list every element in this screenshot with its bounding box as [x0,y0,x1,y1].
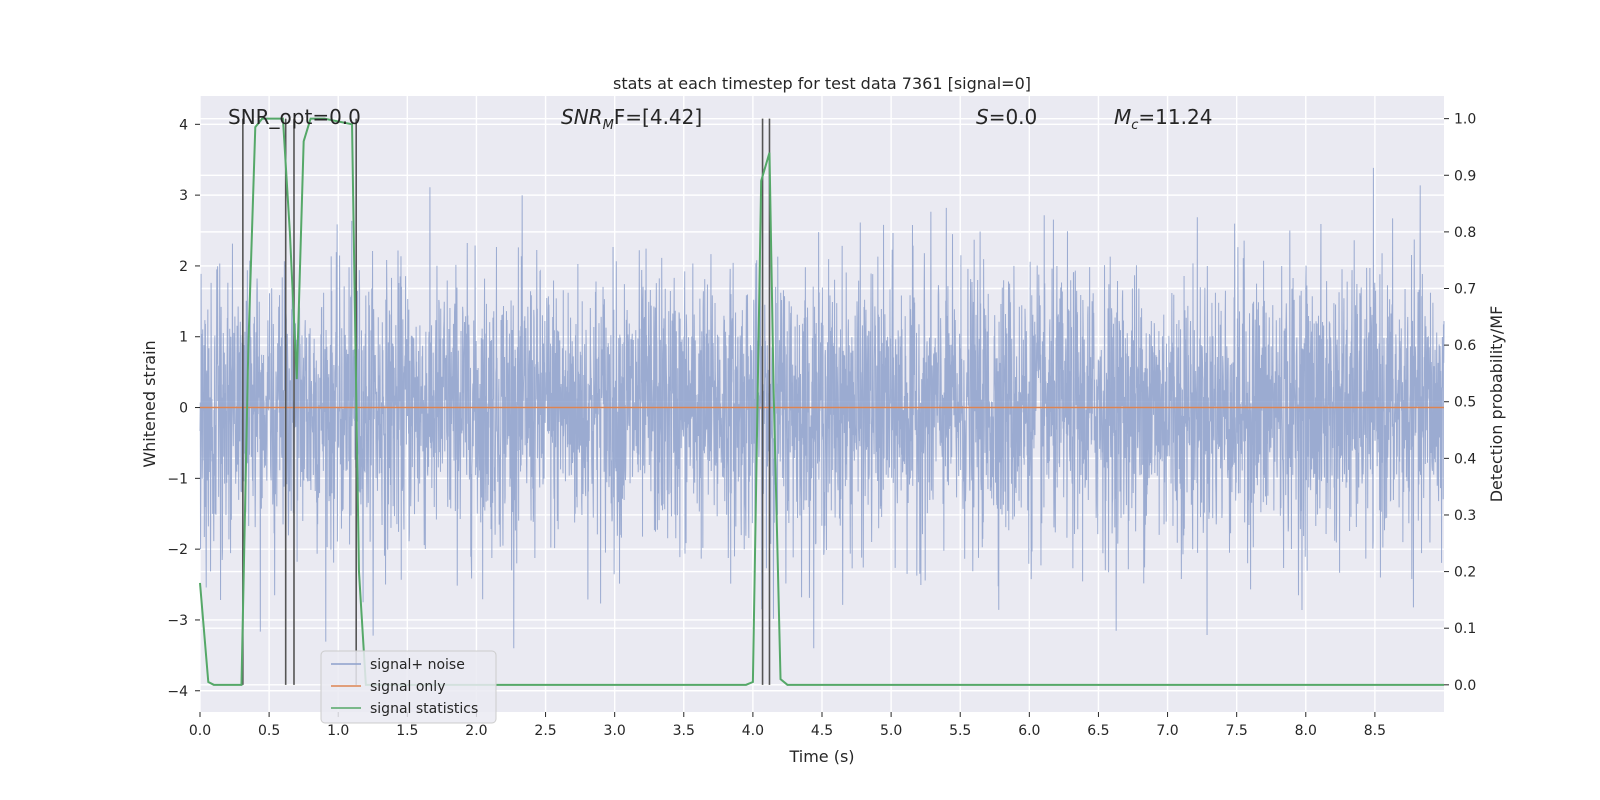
y-tick-label-8: 4 [179,117,188,133]
annotation-s: S=0.0 [976,105,1037,129]
y-right-tick-label-5: 0.5 [1454,395,1476,411]
x-tick-label-17: 8.5 [1364,723,1386,739]
mc-value: =11.24 [1138,105,1212,129]
x-tick-label-0: 0.0 [189,723,211,739]
y-right-tick-labels: 0.0 0.1 0.2 0.3 0.4 0.5 0.6 0.7 0.8 0.9 1.0 [1444,112,1476,694]
y-right-tick-label-6: 0.6 [1454,338,1476,354]
y-tick-label-7: 3 [179,188,188,204]
legend-box [320,650,497,724]
x-tick-label-4: 2.0 [465,723,487,739]
s-symbol: S [976,105,989,129]
x-tick-label-13: 6.5 [1087,723,1109,739]
x-axis-label: Time (s) [788,747,854,766]
x-tick-label-6: 3.0 [604,723,626,739]
x-tick-label-10: 5.0 [880,723,902,739]
legend: signal+ noise signal only signal statist… [320,650,497,724]
y-tick-label-0: −4 [167,684,188,700]
s-value: =0.0 [989,105,1038,129]
x-tick-label-16: 8.0 [1295,723,1317,739]
y-right-tick-label-8: 0.8 [1454,225,1476,241]
x-tick-label-2: 1.0 [327,723,349,739]
y-axis-label: Whitened strain [140,340,159,467]
x-tick-label-11: 5.5 [949,723,971,739]
snr-mf-subscript: M [603,118,614,133]
x-tick-label-7: 3.5 [673,723,695,739]
x-tick-label-1: 0.5 [258,723,280,739]
y-right-tick-label-0: 0.0 [1454,678,1476,694]
chart-title: stats at each timestep for test data 736… [613,74,1031,93]
annotation-mc: Mc=11.24 [1114,105,1212,133]
noise-trace [199,167,1445,649]
y-right-tick-label-2: 0.2 [1454,565,1476,581]
x-tick-label-8: 4.0 [742,723,764,739]
y-tick-label-3: −1 [167,471,188,487]
snr-mf-symbol: SNR [561,105,603,129]
x-tick-labels: 0.0 0.5 1.0 1.5 2.0 2.5 3.0 3.5 4.0 4.5 5.0 5.5 6.0 6… [189,712,1386,739]
series-signal-plus-noise [199,167,1445,649]
y-right-tick-label-1: 0.1 [1454,621,1476,637]
legend-label-signal-only: signal only [370,679,445,695]
y-right-tick-label-7: 0.7 [1454,282,1476,298]
series-signal-statistics [199,117,1444,686]
y-tick-labels: −4 −3 −2 −1 0 1 2 3 4 [167,117,200,700]
y-right-tick-label-3: 0.3 [1454,508,1476,524]
y-tick-label-6: 2 [179,259,188,275]
x-tick-label-15: 7.5 [1226,723,1248,739]
mc-symbol: M [1114,105,1131,129]
mc-subscript: c [1131,118,1138,133]
x-tick-label-9: 4.5 [811,723,833,739]
y-right-tick-label-4: 0.4 [1454,451,1476,467]
x-tick-label-14: 7.0 [1156,723,1178,739]
y-tick-label-2: −2 [167,542,188,558]
legend-label-signal-statistics: signal statistics [370,701,478,717]
y-right-tick-label-9: 0.9 [1454,168,1476,184]
y-tick-label-5: 1 [179,330,188,346]
x-tick-label-5: 2.5 [534,723,556,739]
x-tick-label-12: 6.0 [1018,723,1040,739]
annotation-snr-opt: SNR_opt=0.0 [228,105,361,129]
y-right-tick-label-10: 1.0 [1454,112,1476,128]
x-tick-label-3: 1.5 [396,723,418,739]
snr-mf-value: F=[4.42] [614,105,702,129]
annotation-snr-mf: SNRMF=[4.42] [561,105,702,133]
y-right-axis-label: Detection probability/MF [1487,306,1506,503]
y-tick-label-1: −3 [167,613,188,629]
y-tick-label-4: 0 [179,401,188,417]
legend-label-signal-plus-noise: signal+ noise [370,657,465,673]
